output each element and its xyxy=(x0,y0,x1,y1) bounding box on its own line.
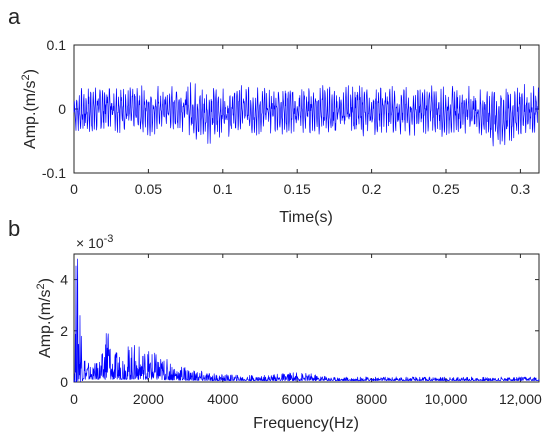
panel-b-x-tick-label: 12,000 xyxy=(499,391,542,407)
panel-b-x-ticks: 0 2000 4000 6000 8000 10,000 12,000 xyxy=(70,254,542,407)
panel-a-label: a xyxy=(8,4,21,29)
panel-b-y-tick-label: 4 xyxy=(60,272,68,288)
panel-a-y-tick-label: 0.1 xyxy=(47,37,67,53)
panel-a-y-axis-title: Amp.(m/s2) xyxy=(20,69,39,149)
panel-b-x-tick-label: 4000 xyxy=(207,391,238,407)
panel-b-x-axis-title: Frequency(Hz) xyxy=(253,415,359,432)
panel-a-y-axis-title-tail: ) xyxy=(22,69,39,74)
panel-a-x-tick-label: 0.3 xyxy=(511,181,531,197)
panel-b-y-ticks: 0 2 4 xyxy=(60,272,539,390)
panel-b-x-tick-label: 0 xyxy=(70,391,78,407)
panel-b: b × 10-3 0 2000 4000 6000 8000 10,000 12,000 0… xyxy=(8,216,542,432)
panel-b-x-tick-label: 10,000 xyxy=(425,391,468,407)
panel-b-exponent-base: × 10 xyxy=(76,235,104,251)
panel-a-x-axis-title: Time(s) xyxy=(279,209,333,226)
panel-b-y-axis-title-sup: 2 xyxy=(35,283,47,289)
panel-b-y-axis-title-main: Amp.(m/s xyxy=(37,290,54,358)
panel-a-y-tick-label: -0.1 xyxy=(42,165,66,181)
panel-b-spectrum-trace xyxy=(73,258,540,383)
panel-b-x-tick-label: 8000 xyxy=(356,391,387,407)
panel-a-x-tick-label: 0.2 xyxy=(362,181,382,197)
panel-a-y-axis-title-main: Amp.(m/s xyxy=(22,81,39,149)
panel-a-signal-trace xyxy=(73,82,540,147)
panel-b-y-axis-title-tail: ) xyxy=(37,278,54,283)
panel-a-y-tick-label: 0 xyxy=(58,101,66,117)
panel-a: a 0 0.05 0.1 0.15 0.2 0.25 0.3 -0.100.1 Time(s… xyxy=(8,4,540,226)
panel-b-x-tick-label: 2000 xyxy=(133,391,164,407)
panel-b-y-axis-title: Amp.(m/s2) xyxy=(35,278,54,358)
panel-a-x-tick-label: 0 xyxy=(70,181,78,197)
panel-b-y-tick-label: 2 xyxy=(60,323,68,339)
panel-a-x-tick-label: 0.25 xyxy=(432,181,459,197)
panel-b-y-tick-label: 0 xyxy=(60,374,68,390)
panel-b-exponent-label: × 10-3 xyxy=(76,233,113,251)
panel-b-exponent-power: -3 xyxy=(104,233,114,245)
panel-b-x-tick-label: 6000 xyxy=(282,391,313,407)
panel-a-y-axis-title-sup: 2 xyxy=(20,74,32,80)
panel-a-x-tick-label: 0.1 xyxy=(213,181,233,197)
panel-b-frame xyxy=(73,253,540,383)
panel-b-label: b xyxy=(8,216,20,241)
panel-a-x-tick-label: 0.05 xyxy=(135,181,162,197)
panel-a-x-tick-label: 0.15 xyxy=(284,181,311,197)
panel-a-x-ticks: 0 0.05 0.1 0.15 0.2 0.25 0.3 xyxy=(70,45,530,197)
